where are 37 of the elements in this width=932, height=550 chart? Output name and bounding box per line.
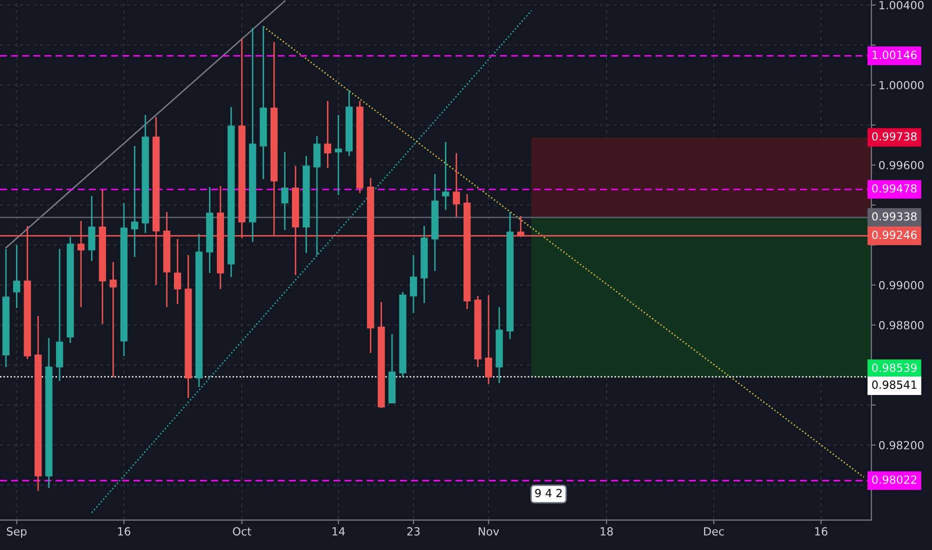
candlestick <box>110 261 117 378</box>
annotation: 9 4 2 <box>535 488 562 498</box>
ref-line-label: 0.99338 <box>872 212 917 221</box>
ref-line-label: 1.00146 <box>872 50 917 60</box>
candlestick <box>442 141 450 211</box>
y-tick-label: 1.00000 <box>880 80 924 90</box>
candlestick <box>131 145 138 258</box>
y-tick-label: 1.00400 <box>880 0 924 10</box>
candlestick <box>452 152 460 218</box>
x-tick-label: Oct <box>232 527 252 536</box>
candlestick <box>281 151 288 231</box>
y-tick-label: 0.98200 <box>879 440 924 450</box>
y-tick-label: 0.98800 <box>879 320 924 330</box>
x-tick-label: 16 <box>815 527 828 536</box>
candlestick <box>484 294 492 385</box>
candlestick <box>410 254 418 314</box>
ref-line-label: 0.98022 <box>872 475 916 484</box>
candlestick <box>334 114 342 196</box>
ref-line-label: 0.98541 <box>872 380 916 389</box>
candlestick <box>324 100 332 169</box>
band-label: 0.99738 <box>872 132 917 141</box>
x-tick-label: 18 <box>600 527 613 536</box>
x-tick-label: 16 <box>118 527 130 536</box>
y-tick-label: 0.99000 <box>879 280 924 290</box>
candlestick <box>88 195 96 262</box>
ref-line-label: 0.99246 <box>872 230 917 240</box>
candlestick <box>13 244 20 309</box>
x-tick-label: Dec <box>704 527 724 536</box>
x-tick-label: 14 <box>332 527 345 536</box>
candlestick <box>313 135 321 256</box>
x-tick-label: Nov <box>478 527 500 536</box>
ref-line-label: 0.99478 <box>872 184 917 193</box>
x-tick-label: 23 <box>407 527 420 536</box>
y-tick-label: 0.99600 <box>879 160 924 170</box>
candlestick <box>174 238 182 305</box>
x-tick-label: Sep <box>6 527 27 538</box>
band-label: 0.98539 <box>872 364 917 372</box>
